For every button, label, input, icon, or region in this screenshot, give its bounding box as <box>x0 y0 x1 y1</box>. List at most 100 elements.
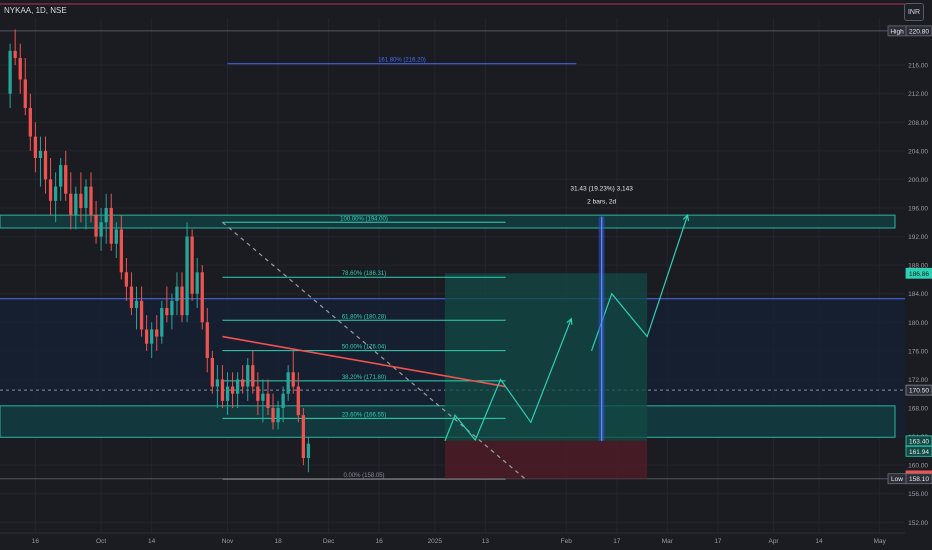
candle <box>220 379 225 401</box>
candle <box>13 50 17 58</box>
candle <box>185 236 189 316</box>
trendline <box>222 335 506 388</box>
candle <box>261 393 265 401</box>
y-tick-label: 180.00 <box>908 320 928 327</box>
symbol-title: NYKAA, 1D, NSE <box>4 6 67 15</box>
candle <box>134 300 139 308</box>
price-axis-label: 220.80 <box>909 28 929 35</box>
price-axis-box <box>905 384 932 396</box>
candle <box>18 58 22 80</box>
y-tick-label: 200.00 <box>908 177 928 184</box>
candle <box>144 329 149 344</box>
candle <box>165 308 169 316</box>
candle <box>8 50 12 94</box>
price-axis-label: 170.50 <box>909 388 929 395</box>
fib-level-label: 23.60% (166.55) <box>342 412 386 418</box>
x-tick-label: 13 <box>482 538 490 545</box>
candle <box>69 193 73 216</box>
candle <box>28 108 32 137</box>
target-zone <box>444 273 648 441</box>
candle <box>38 150 43 158</box>
fib-level-label: 161.80% (216.20) <box>378 58 426 64</box>
candle <box>43 150 48 180</box>
candle <box>200 272 204 323</box>
x-tick-label: 14 <box>815 538 823 545</box>
candle <box>84 186 88 208</box>
measure-label-value: 31.43 (19.23%) 3,143 <box>570 186 633 193</box>
x-tick-label: Oct <box>96 538 106 545</box>
y-tick-label: 196.00 <box>908 206 928 213</box>
candle <box>246 365 250 387</box>
candle <box>170 300 174 316</box>
candle <box>230 386 235 394</box>
candle <box>235 379 240 394</box>
candle <box>59 165 63 187</box>
x-tick-label: Mar <box>662 538 674 545</box>
fib-level-label: 61.80% (180.28) <box>342 314 386 320</box>
candle <box>205 322 209 358</box>
y-tick-label: 172.00 <box>908 377 928 384</box>
candle <box>225 386 230 401</box>
fib-level-label: 50.00% (176.04) <box>342 345 386 351</box>
x-tick-label: Nov <box>222 538 234 545</box>
price-axis-box <box>905 435 932 447</box>
candle <box>241 379 245 387</box>
x-tick-label: May <box>874 538 887 545</box>
currency-button[interactable]: INR <box>904 3 924 21</box>
fib-level-label: 78.60% (186.31) <box>342 271 386 277</box>
candle <box>306 443 311 458</box>
y-tick-label: 184.00 <box>908 291 928 298</box>
candle <box>109 208 113 244</box>
price-axis-tag: High <box>890 28 904 35</box>
candle <box>119 229 123 273</box>
price-axis-box <box>905 267 932 279</box>
y-tick-label: 208.00 <box>908 120 928 127</box>
price-axis-box <box>905 445 932 457</box>
y-tick-label: 160.00 <box>908 463 928 470</box>
candle <box>79 193 83 208</box>
y-tick-label: 176.00 <box>908 348 928 355</box>
candle <box>210 358 214 387</box>
x-tick-label: Dec <box>323 538 335 545</box>
price-axis-label: 158.10 <box>909 476 929 483</box>
x-tick-label: 17 <box>613 538 621 545</box>
candle <box>53 186 58 201</box>
price-axis-tag-box <box>887 473 907 485</box>
y-tick-label: 216.00 <box>908 63 928 70</box>
x-tick-label: Apr <box>768 538 779 545</box>
candle <box>190 236 194 294</box>
x-tick-label: 14 <box>148 538 156 545</box>
fib-level-label: 38.20% (171.80) <box>342 375 386 381</box>
candle <box>215 379 220 387</box>
stop-zone <box>444 440 648 479</box>
price-axis-tag-box <box>887 25 907 37</box>
candle <box>271 408 275 423</box>
measure-label-bars: 2 bars, 2d <box>587 199 616 206</box>
candle <box>94 215 98 237</box>
candle <box>129 286 134 308</box>
candle <box>150 329 154 344</box>
candle <box>266 393 270 408</box>
candle <box>139 300 144 330</box>
y-tick-label: 188.00 <box>908 263 928 270</box>
candle <box>296 386 300 416</box>
candle <box>74 193 78 216</box>
candle <box>180 286 184 316</box>
candle <box>104 208 108 223</box>
candle <box>276 408 280 423</box>
projection-arrowhead <box>682 213 690 222</box>
y-tick-label: 212.00 <box>908 91 928 98</box>
candle <box>124 272 129 287</box>
candle <box>256 386 260 401</box>
candle <box>195 272 199 294</box>
candle <box>155 329 159 337</box>
candle <box>99 222 103 237</box>
x-tick-label: 16 <box>32 538 40 545</box>
y-tick-label: 204.00 <box>908 148 928 155</box>
fib-level-label: 0.00% (158.05) <box>344 473 385 479</box>
candle <box>64 165 68 194</box>
candle <box>281 393 285 408</box>
x-tick-label: 17 <box>714 538 722 545</box>
